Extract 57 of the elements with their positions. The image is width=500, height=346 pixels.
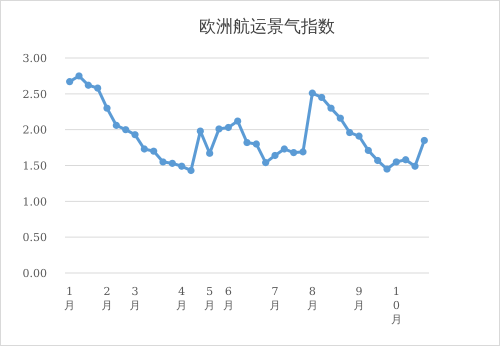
- point: [420, 136, 428, 144]
- point: [336, 114, 344, 122]
- point: [131, 131, 139, 138]
- y-tick-label: 1.50: [22, 160, 47, 172]
- point: [299, 148, 307, 156]
- point: [308, 90, 316, 97]
- point: [327, 104, 335, 112]
- point: [140, 145, 148, 153]
- x-tick-label: 4月: [176, 285, 188, 312]
- point: [252, 140, 260, 148]
- point: [66, 78, 74, 86]
- point: [411, 162, 419, 170]
- y-tick-label: 2.00: [22, 124, 47, 137]
- point: [178, 162, 186, 170]
- point: [75, 72, 83, 80]
- x-tick-label: 9月: [354, 285, 364, 312]
- point: [290, 149, 298, 156]
- point: [234, 117, 242, 125]
- point: [262, 159, 270, 166]
- point: [103, 104, 111, 112]
- y-tick-label: 0.00: [22, 267, 47, 280]
- point: [150, 148, 158, 155]
- point: [271, 152, 279, 160]
- point: [94, 84, 102, 92]
- point: [243, 138, 251, 146]
- point: [355, 132, 363, 140]
- point: [402, 156, 410, 164]
- point: [84, 82, 92, 89]
- point: [280, 145, 288, 153]
- point: [224, 124, 232, 132]
- x-tick-label: 6月: [222, 285, 234, 312]
- point: [318, 94, 326, 102]
- point: [168, 160, 176, 167]
- point: [187, 166, 195, 174]
- y-tick-label: 2.50: [22, 88, 47, 101]
- point: [196, 128, 204, 135]
- y-tick-label: 3.00: [22, 52, 47, 65]
- point: [112, 122, 120, 129]
- x-tick-label: 10月: [390, 285, 402, 326]
- point: [122, 126, 130, 134]
- point: [374, 156, 382, 164]
- point: [206, 150, 214, 157]
- x-tick-label: 5月: [204, 285, 216, 312]
- point: [159, 158, 167, 166]
- x-tick-label: 2月: [102, 285, 112, 312]
- x-tick-label: 7月: [270, 285, 280, 312]
- point: [383, 165, 391, 173]
- y-tick-label: 1.00: [22, 195, 47, 208]
- point: [364, 146, 372, 154]
- point: [215, 125, 223, 133]
- y-tick-label: 0.50: [22, 231, 47, 244]
- x-tick-label: 1月: [64, 285, 76, 312]
- chart-title: 欧洲航运景气指数: [199, 17, 335, 37]
- point: [346, 128, 354, 136]
- x-tick-label: 8月: [306, 285, 318, 312]
- point: [392, 158, 400, 166]
- x-tick-label: 3月: [130, 285, 140, 312]
